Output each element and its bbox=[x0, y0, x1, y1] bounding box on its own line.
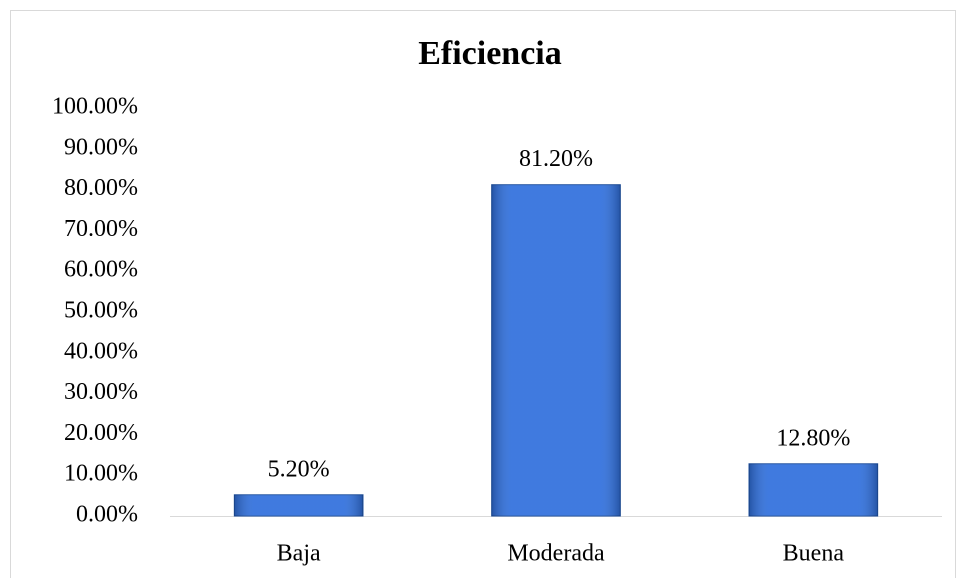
y-tick-label: 70.00% bbox=[64, 216, 138, 242]
y-tick-label: 10.00% bbox=[64, 461, 138, 487]
y-tick-label: 30.00% bbox=[64, 379, 138, 405]
y-tick-label: 40.00% bbox=[64, 338, 138, 364]
y-tick-label: 20.00% bbox=[64, 420, 138, 446]
x-tick-label: Moderada bbox=[507, 541, 605, 567]
y-tick-label: 0.00% bbox=[76, 502, 138, 528]
bar bbox=[748, 463, 879, 517]
data-label: 81.20% bbox=[519, 146, 593, 172]
y-tick-label: 60.00% bbox=[64, 257, 138, 283]
x-tick-label: Buena bbox=[783, 541, 845, 567]
y-tick-label: 100.00% bbox=[52, 94, 138, 120]
y-tick-label: 90.00% bbox=[64, 134, 138, 160]
chart-title: Eficiencia bbox=[418, 35, 562, 72]
x-tick-label: Baja bbox=[277, 541, 321, 567]
y-tick-label: 80.00% bbox=[64, 175, 138, 201]
chart-border bbox=[10, 10, 956, 578]
bar bbox=[233, 494, 364, 517]
bar bbox=[491, 184, 621, 517]
data-label: 12.80% bbox=[776, 425, 850, 451]
y-tick-label: 50.00% bbox=[64, 298, 138, 324]
data-label: 5.20% bbox=[268, 456, 330, 482]
